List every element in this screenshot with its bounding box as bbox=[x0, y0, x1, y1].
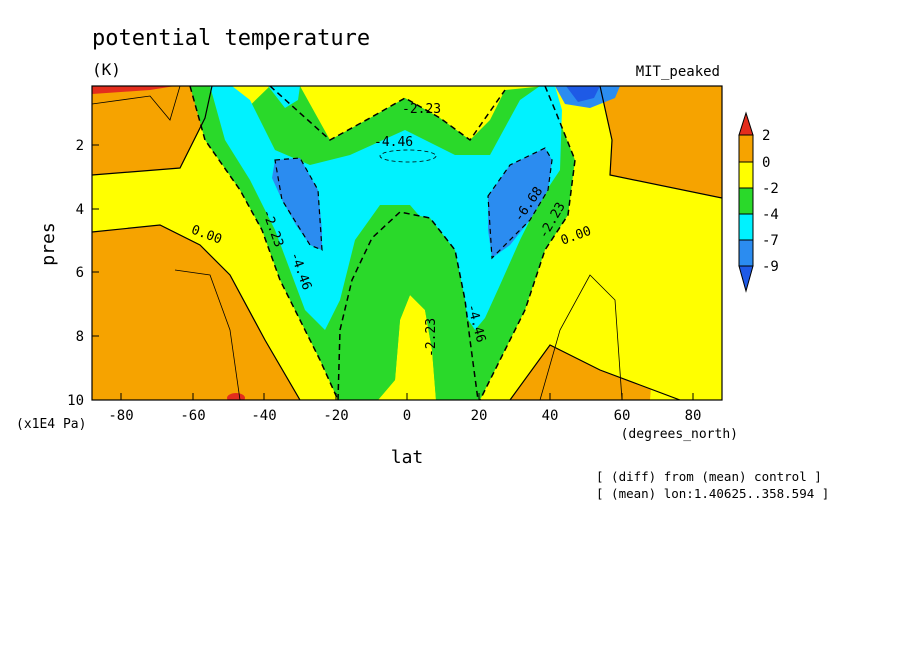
contour-line-minus6-right bbox=[487, 147, 553, 260]
colorbar-label: -2 bbox=[762, 181, 779, 197]
contour-fill-minus7-to-minus4 bbox=[210, 86, 562, 330]
y-tick-label: 8 bbox=[76, 329, 84, 345]
contour-label: -4.46 bbox=[374, 135, 413, 150]
x-axis-label: lat bbox=[391, 447, 424, 468]
contour-line-thin-left bbox=[174, 269, 241, 400]
contour-line-minus4-top bbox=[269, 86, 506, 142]
contour-fill-minus7-to-minus4-upper bbox=[268, 86, 300, 108]
contour-label: -2.23 bbox=[402, 102, 441, 117]
contour-line-minus6-left bbox=[274, 157, 323, 251]
experiment-label: MIT_peaked bbox=[636, 64, 720, 80]
y-tick-label: 10 bbox=[67, 393, 84, 409]
contour-line-thin-top bbox=[92, 86, 181, 121]
x-axis: -80 -60 -40 -20 0 20 40 60 80 bbox=[108, 393, 701, 424]
contour-fill-above-2-topleft bbox=[92, 86, 175, 94]
colorbar-segment-minus7-to-minus4 bbox=[738, 213, 754, 241]
contour-fill-minus2-to-0-core bbox=[378, 295, 436, 400]
contour-line-inner bbox=[379, 149, 437, 163]
colorbar-segment-below-minus9 bbox=[738, 265, 754, 293]
y-tick-label: 6 bbox=[76, 265, 84, 281]
contour-line-zero bbox=[92, 86, 213, 176]
contour-label: -2.23 bbox=[424, 318, 439, 357]
chart-units: (K) bbox=[92, 60, 121, 79]
x-tick-label: -40 bbox=[251, 408, 276, 424]
contour-fill-minus2-to-0-bottomright bbox=[650, 368, 722, 400]
colorbar-label: -4 bbox=[762, 207, 779, 223]
contour-line-zero-left-lower bbox=[92, 224, 301, 400]
contour-fill-minus9-to-minus7-right bbox=[488, 148, 552, 258]
contour-line-zero-right bbox=[599, 86, 722, 199]
x-tick-label: -80 bbox=[108, 408, 133, 424]
colorbar bbox=[738, 111, 754, 293]
x-tick-label: -20 bbox=[323, 408, 348, 424]
contour-line-minus4-core bbox=[337, 211, 479, 400]
colorbar-label: 0 bbox=[762, 155, 770, 171]
chart-title: potential temperature bbox=[92, 26, 370, 51]
colorbar-segment-minus9-to-minus7 bbox=[738, 239, 754, 267]
y-axis-units: (x1E4 Pa) bbox=[16, 417, 86, 432]
contour-lines bbox=[92, 86, 722, 400]
contour-line-thin-right bbox=[539, 274, 623, 400]
colorbar-segment-minus4-to-minus2 bbox=[738, 187, 754, 215]
x-tick-label: 80 bbox=[685, 408, 702, 424]
y-axis: 2 4 6 8 10 bbox=[67, 138, 99, 409]
note-mean: [ (mean) lon:1.40625..358.594 ] bbox=[596, 486, 829, 501]
contour-fill-minus4-to-minus2-core bbox=[338, 212, 478, 400]
contour-line-minus2-right bbox=[479, 86, 576, 400]
y-tick-label: 4 bbox=[76, 202, 84, 218]
y-tick-label: 2 bbox=[76, 138, 84, 154]
contour-fill-minus9-to-minus7-left bbox=[272, 158, 322, 250]
y-axis-label: pres bbox=[38, 222, 59, 265]
x-tick-label: 20 bbox=[471, 408, 488, 424]
contour-line-zero-right-lower bbox=[509, 344, 681, 400]
x-tick-label: 0 bbox=[403, 408, 411, 424]
colorbar-segment-minus2-to-0 bbox=[738, 161, 754, 189]
colorbar-label: 2 bbox=[762, 128, 770, 144]
colorbar-label: -9 bbox=[762, 259, 779, 275]
note-diff: [ (diff) from (mean) control ] bbox=[596, 469, 822, 484]
contour-fill-above-2-bottom bbox=[227, 393, 245, 400]
contour-fill-below-minus9 bbox=[566, 86, 600, 102]
x-tick-label: 40 bbox=[542, 408, 559, 424]
x-tick-label: 60 bbox=[614, 408, 631, 424]
contour-field bbox=[92, 86, 722, 400]
colorbar-segment-0-to-2 bbox=[738, 134, 754, 163]
colorbar-label: -7 bbox=[762, 233, 779, 249]
colorbar-segment-above-2 bbox=[738, 111, 754, 136]
x-axis-units: (degrees_north) bbox=[621, 427, 738, 442]
colorbar-labels: 2 0 -2 -4 -7 -9 bbox=[762, 128, 779, 275]
x-tick-label: -60 bbox=[180, 408, 205, 424]
